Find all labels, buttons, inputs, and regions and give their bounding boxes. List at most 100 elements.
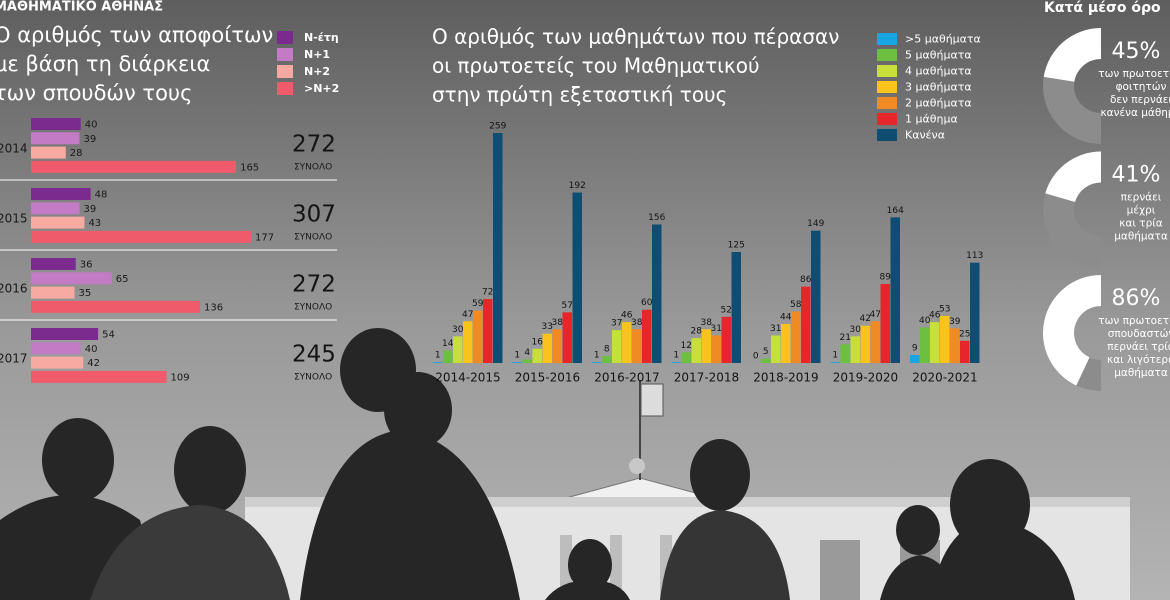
bar [483, 299, 493, 363]
data-label: 38 [631, 318, 643, 328]
bar [31, 258, 76, 270]
data-label: 35 [79, 288, 92, 299]
donut-segment [1043, 28, 1101, 82]
bar [811, 230, 821, 363]
bar [31, 286, 75, 299]
data-label: 60 [641, 298, 653, 308]
bar [721, 316, 731, 363]
bar [453, 336, 463, 363]
legend-label: >5 μαθήματα [905, 33, 981, 46]
total-label: ΣΥΝΟΛΟ [294, 303, 332, 313]
bar [840, 344, 850, 363]
data-label: 113 [966, 251, 983, 261]
bar [830, 362, 840, 363]
bar [31, 146, 66, 159]
bar [443, 350, 453, 363]
bar [761, 358, 771, 363]
data-label: 28 [70, 148, 83, 159]
data-label: 259 [489, 122, 506, 132]
data-label: 0 [753, 352, 759, 362]
description: φοιτητών [1116, 81, 1167, 93]
legend-label: 2 μαθήματα [905, 97, 972, 110]
bar [701, 329, 711, 363]
legend-swatch [877, 81, 897, 93]
y-tick-label: 2017 [0, 352, 28, 366]
bar [880, 283, 890, 363]
data-label: 5 [763, 347, 769, 357]
bar [960, 340, 970, 363]
bar [31, 356, 84, 369]
data-label: 16 [532, 337, 544, 347]
data-label: 58 [790, 300, 802, 310]
value-label: 45% [1112, 39, 1161, 64]
bar [791, 311, 801, 363]
description: και λιγότερα [1107, 354, 1170, 366]
data-label: 156 [648, 213, 665, 223]
data-label: 177 [255, 232, 274, 243]
y-tick-label: 2014 [0, 142, 28, 156]
bar [31, 342, 81, 355]
data-label: 44 [780, 312, 792, 322]
legend-label: 5 μαθήματα [905, 49, 972, 62]
bar [602, 355, 612, 363]
bar [890, 217, 900, 363]
donut-segment [1045, 151, 1101, 202]
value-label: 86% [1112, 286, 1161, 311]
data-label: 136 [204, 302, 223, 313]
donut-rest [1042, 76, 1101, 144]
chart-title: Ο αριθμός των μαθημάτων που πέρασαν [432, 25, 839, 49]
bar [642, 309, 652, 363]
description: μέχρι [1127, 205, 1156, 217]
bar [652, 224, 662, 363]
total-label: ΣΥΝΟΛΟ [294, 163, 332, 173]
bar [622, 322, 632, 363]
data-label: 40 [85, 344, 98, 355]
data-label: 40 [919, 316, 931, 326]
bar [433, 362, 443, 363]
bar [860, 325, 870, 363]
bar [512, 362, 522, 363]
bar [552, 329, 562, 363]
data-label: 25 [959, 329, 970, 339]
data-label: 14 [442, 339, 454, 349]
total-label: ΣΥΝΟΛΟ [294, 233, 332, 243]
legend-swatch [877, 65, 897, 77]
bar [572, 192, 582, 363]
bar [31, 118, 81, 130]
bar [691, 338, 701, 363]
data-label: 38 [552, 318, 564, 328]
chart-title: των σπουδών τους [0, 81, 192, 105]
bar [31, 300, 201, 313]
data-label: 38 [701, 318, 713, 328]
bar [771, 335, 781, 363]
bar [473, 310, 483, 363]
bar [950, 328, 960, 363]
bar [920, 327, 930, 363]
data-label: 192 [569, 181, 586, 191]
bar [562, 312, 572, 363]
legend-label: N+1 [304, 48, 330, 61]
data-label: 1 [673, 351, 679, 361]
data-label: 21 [840, 333, 851, 343]
donut-rest [1042, 193, 1101, 268]
bar [31, 272, 112, 285]
legend-swatch [877, 33, 897, 45]
bar [31, 188, 91, 200]
description: περνάει [1121, 192, 1162, 204]
data-label: 31 [711, 324, 722, 334]
bar [522, 359, 532, 363]
x-tick-label: 2019-2020 [833, 371, 898, 385]
bar [910, 355, 920, 363]
data-label: 149 [807, 219, 824, 229]
description: δεν περνάει [1110, 94, 1170, 106]
data-label: 48 [95, 190, 108, 201]
value-label: 41% [1112, 163, 1161, 188]
bar [930, 322, 940, 363]
total-label: ΣΥΝΟΛΟ [294, 373, 332, 383]
legend-swatch [277, 65, 293, 78]
bar [542, 333, 552, 363]
data-label: 40 [85, 120, 98, 131]
data-label: 72 [482, 288, 493, 298]
bar [612, 330, 622, 363]
data-label: 30 [452, 325, 464, 335]
